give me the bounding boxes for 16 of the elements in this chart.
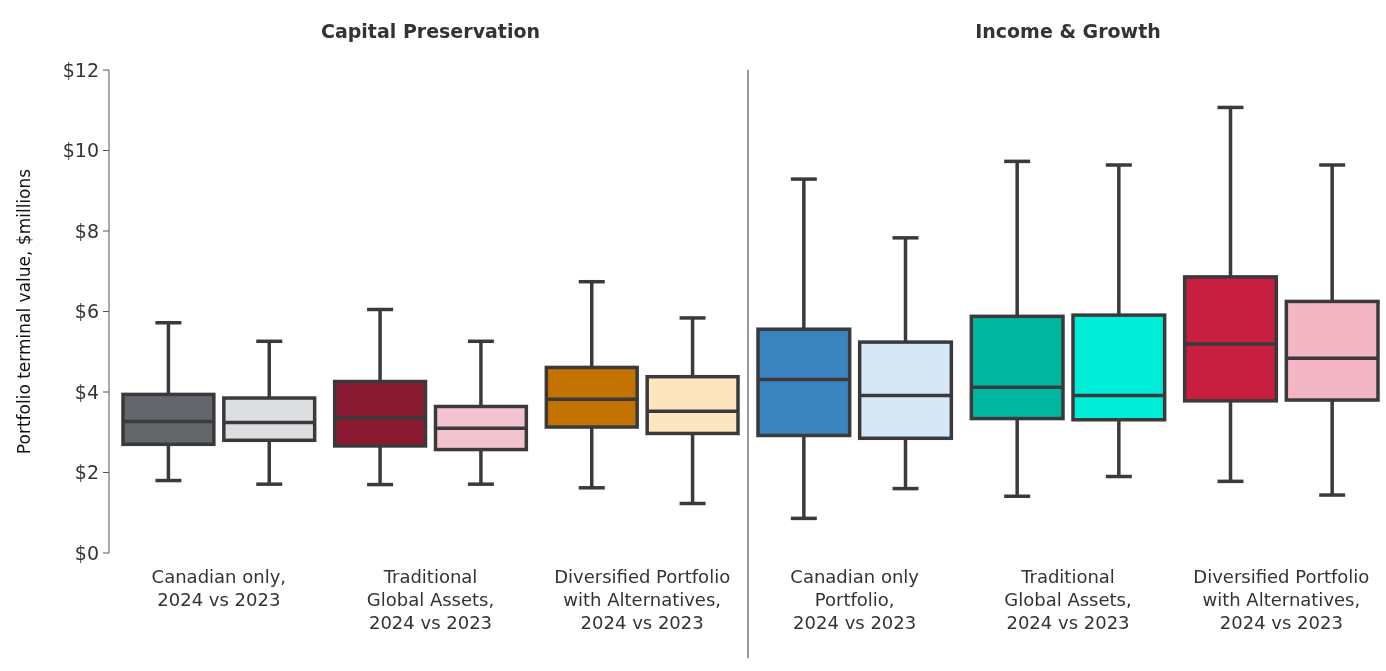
chart-title: Income & Growth	[975, 20, 1161, 42]
y-tick-label: $6	[74, 300, 99, 323]
y-tick-label: $8	[74, 219, 99, 242]
y-tick-label: $12	[62, 58, 99, 81]
x-tick-label: Traditional Global Assets, 2024 vs 2023	[1004, 566, 1132, 633]
x-tick-label: Diversified Portfolio with Alternatives, 2024 vs 2023	[554, 566, 731, 633]
x-tick-label: Canadian only, 2024 vs 2023	[151, 566, 287, 610]
y-tick-label: $4	[74, 380, 99, 403]
y-tick-label: $0	[74, 541, 99, 564]
y-tick-label: $2	[74, 461, 99, 484]
x-tick-label: Diversified Portfolio with Alternatives, 2024 vs 2023	[1193, 566, 1370, 633]
y-tick-label: $10	[62, 139, 99, 162]
chart-title: Capital Preservation	[320, 20, 541, 42]
y-axis-title: Portfolio terminal value, $millions	[14, 168, 34, 455]
x-tick-label: Canadian only Portfolio, 2024 vs 2023	[790, 566, 920, 633]
x-tick-label: Traditional Global Assets, 2024 vs 2023	[366, 566, 495, 633]
